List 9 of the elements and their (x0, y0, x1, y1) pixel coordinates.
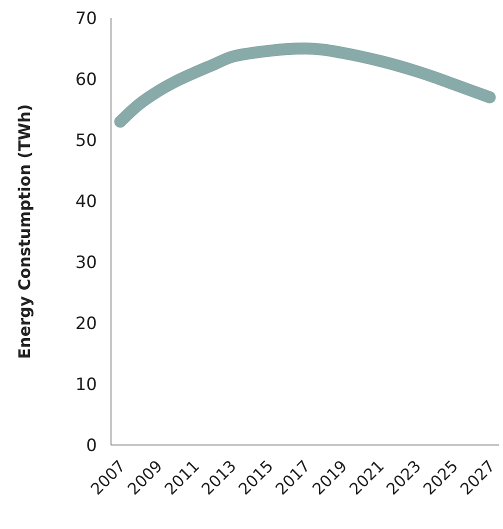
y-tick-label: 70 (75, 8, 97, 29)
y-tick-label: 40 (75, 192, 97, 212)
y-tick-label: 50 (75, 130, 97, 151)
y-tick-label: 10 (75, 374, 97, 395)
y-tick-label: 30 (75, 252, 97, 273)
y-tick-label: 0 (86, 436, 97, 456)
y-tick-label: 20 (75, 314, 97, 334)
y-axis-title: Energy Constumption (TWh) (15, 104, 34, 359)
y-tick-label: 60 (75, 70, 97, 90)
